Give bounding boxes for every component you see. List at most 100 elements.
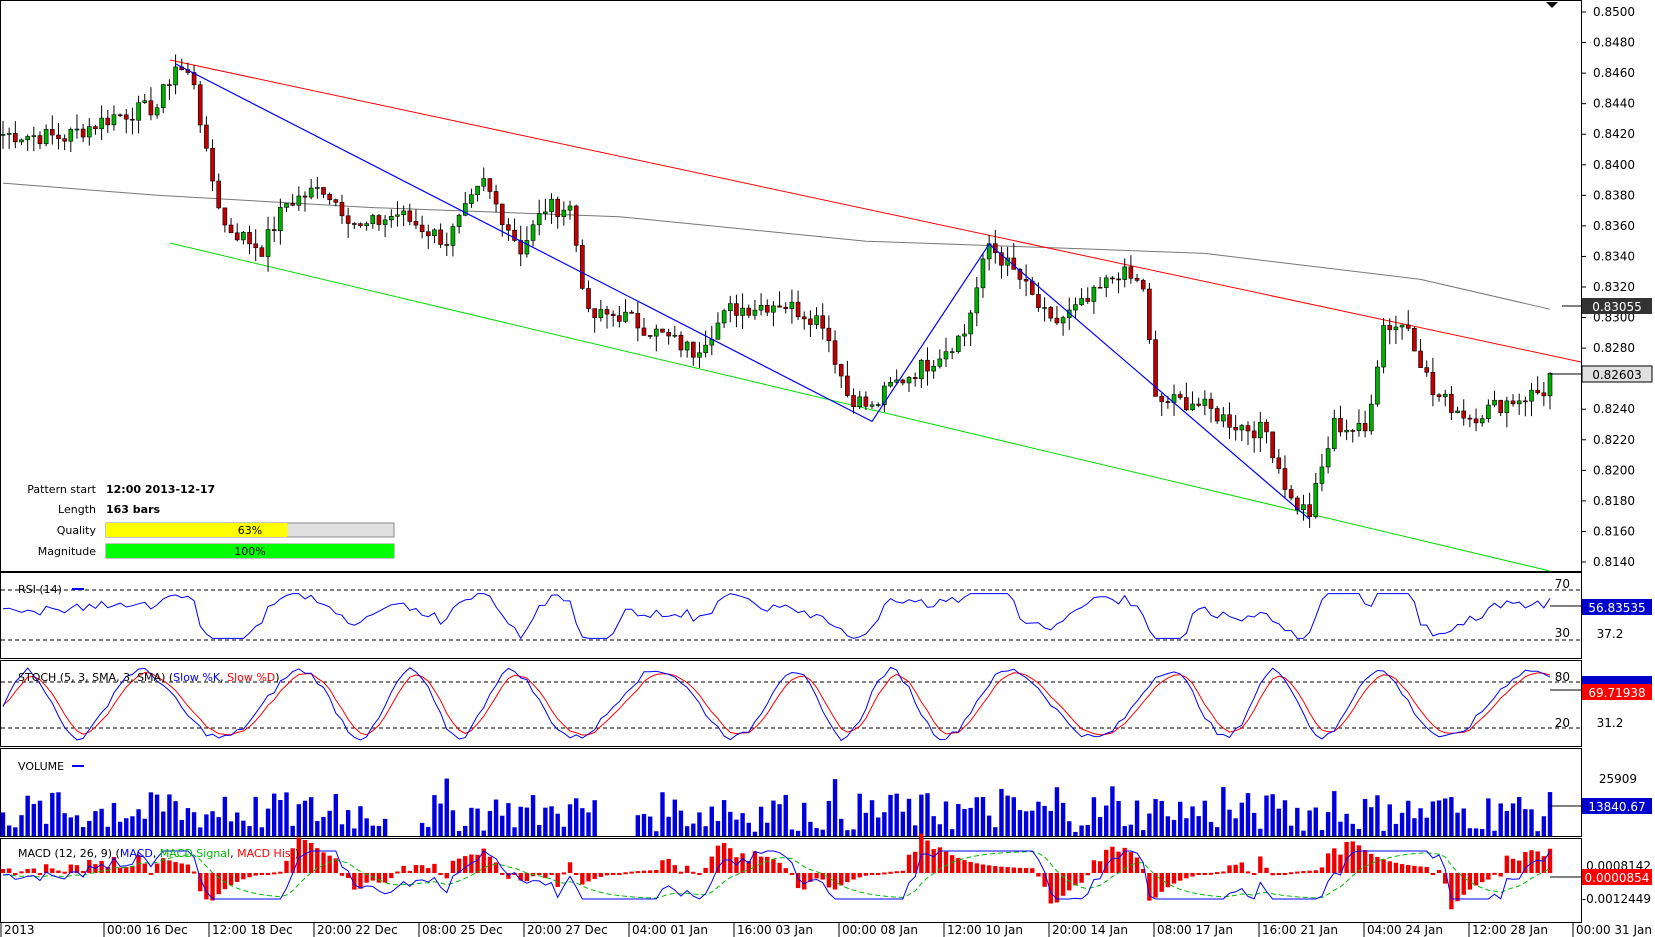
stoch-slow-d-line bbox=[2, 671, 1551, 736]
candle bbox=[740, 293, 745, 330]
volume-bar bbox=[949, 829, 955, 836]
candle bbox=[1387, 318, 1393, 345]
volume-bar bbox=[943, 801, 949, 836]
macd-hist-bar bbox=[789, 873, 795, 875]
macd-hist-bar bbox=[1325, 853, 1331, 873]
volume-bar bbox=[845, 830, 850, 836]
rsi-line bbox=[2, 593, 1551, 640]
macd-hist-bar bbox=[450, 860, 456, 873]
scroll-marker-icon[interactable] bbox=[1546, 2, 1558, 8]
candle bbox=[321, 187, 326, 199]
volume-bar bbox=[1233, 818, 1238, 836]
macd-hist-bar bbox=[561, 872, 567, 875]
volume-bar bbox=[253, 796, 258, 836]
candle bbox=[1258, 411, 1263, 453]
macd-hist-bar bbox=[1239, 862, 1245, 873]
candle bbox=[407, 203, 413, 226]
macd-hist-bar bbox=[1251, 873, 1257, 875]
volume-bar bbox=[986, 815, 992, 836]
macd-hist-bar bbox=[635, 871, 641, 874]
volume-bar bbox=[216, 817, 221, 836]
candle bbox=[875, 402, 881, 408]
candle bbox=[6, 127, 12, 149]
time-tick-label: 00:00 16 Dec bbox=[107, 923, 188, 937]
candle bbox=[308, 178, 314, 200]
candle bbox=[167, 79, 172, 100]
macd-hist-bar bbox=[604, 873, 610, 876]
volume-bar bbox=[647, 816, 653, 836]
macd-hist-bar bbox=[1134, 857, 1140, 873]
macd-hist-bar bbox=[204, 873, 209, 900]
macd-hist-bar bbox=[1288, 872, 1294, 875]
price-tick-label: 0.8400 bbox=[1593, 158, 1635, 172]
candle bbox=[388, 209, 394, 228]
last-price-tag: 0.82603 bbox=[1550, 365, 1653, 383]
candle bbox=[1091, 285, 1097, 314]
time-tick-label: 16:00 03 Jan bbox=[737, 923, 813, 937]
price-tick-label: 0.8280 bbox=[1593, 341, 1635, 355]
candle bbox=[364, 221, 369, 231]
volume-bar bbox=[1073, 831, 1078, 836]
macd-hist-bar bbox=[1461, 873, 1466, 895]
macd-hist-bar bbox=[555, 873, 560, 887]
candle bbox=[425, 224, 431, 249]
price-tick-label: 0.8440 bbox=[1593, 97, 1635, 111]
volume-bar bbox=[962, 808, 967, 836]
macd-hist-bar bbox=[1350, 841, 1355, 873]
time-tick-label: 00:00 31 Jan 2014 bbox=[1576, 923, 1655, 937]
macd-hist-bar bbox=[142, 863, 147, 873]
volume-bar bbox=[1270, 794, 1275, 836]
macd-hist-bar bbox=[456, 858, 462, 873]
candle bbox=[1060, 315, 1066, 336]
candle bbox=[339, 194, 345, 224]
candle bbox=[1338, 405, 1343, 437]
candle bbox=[481, 167, 487, 192]
candle bbox=[123, 109, 129, 134]
macd-series-hist: MACD Hist bbox=[237, 847, 296, 860]
candle bbox=[315, 177, 320, 199]
candle bbox=[259, 245, 265, 257]
volume-bar bbox=[1424, 817, 1429, 836]
candle bbox=[173, 54, 178, 95]
volume-bar bbox=[1319, 829, 1325, 836]
volume-bar bbox=[869, 800, 875, 836]
macd-hist-bar bbox=[882, 872, 887, 875]
candle bbox=[949, 347, 955, 360]
last-price-label: 0.82603 bbox=[1592, 368, 1642, 382]
macd-value: 0.0000854 bbox=[1585, 871, 1650, 885]
volume-bar bbox=[1436, 800, 1442, 836]
candle bbox=[641, 317, 647, 336]
volume-bar bbox=[1529, 809, 1534, 836]
macd-hist-bar bbox=[888, 871, 893, 874]
volume-bar bbox=[826, 800, 832, 836]
candle bbox=[1140, 278, 1146, 292]
candle bbox=[869, 401, 875, 409]
time-tick-label: 08:00 25 Dec bbox=[422, 923, 503, 937]
macd-hist-bar bbox=[216, 873, 221, 895]
candle bbox=[413, 209, 419, 229]
macd-hist-bar bbox=[1344, 841, 1349, 873]
volume-bar bbox=[1165, 816, 1171, 836]
macd-hist-bar bbox=[1535, 851, 1540, 873]
price-panel bbox=[0, 0, 1582, 572]
candle bbox=[820, 303, 826, 340]
stoch-value-tag bbox=[1582, 684, 1652, 700]
candle bbox=[1307, 492, 1312, 528]
candle bbox=[444, 232, 450, 256]
candle bbox=[1147, 282, 1152, 344]
macd-hist-bar bbox=[31, 868, 37, 873]
candle bbox=[1368, 394, 1374, 435]
candle bbox=[734, 294, 739, 328]
macd-hist-bar bbox=[352, 873, 357, 890]
macd-hist-bar bbox=[1399, 864, 1405, 873]
macd-hist-bar bbox=[1128, 852, 1134, 873]
macd-hist-bar bbox=[684, 865, 690, 873]
macd-hist-bar bbox=[919, 833, 924, 873]
macd-hist-bar bbox=[148, 872, 154, 875]
candle bbox=[191, 65, 197, 90]
macd-hist-bar bbox=[857, 873, 862, 878]
volume-bar bbox=[771, 800, 776, 836]
volume-bar bbox=[136, 809, 141, 836]
candle bbox=[1467, 414, 1473, 428]
